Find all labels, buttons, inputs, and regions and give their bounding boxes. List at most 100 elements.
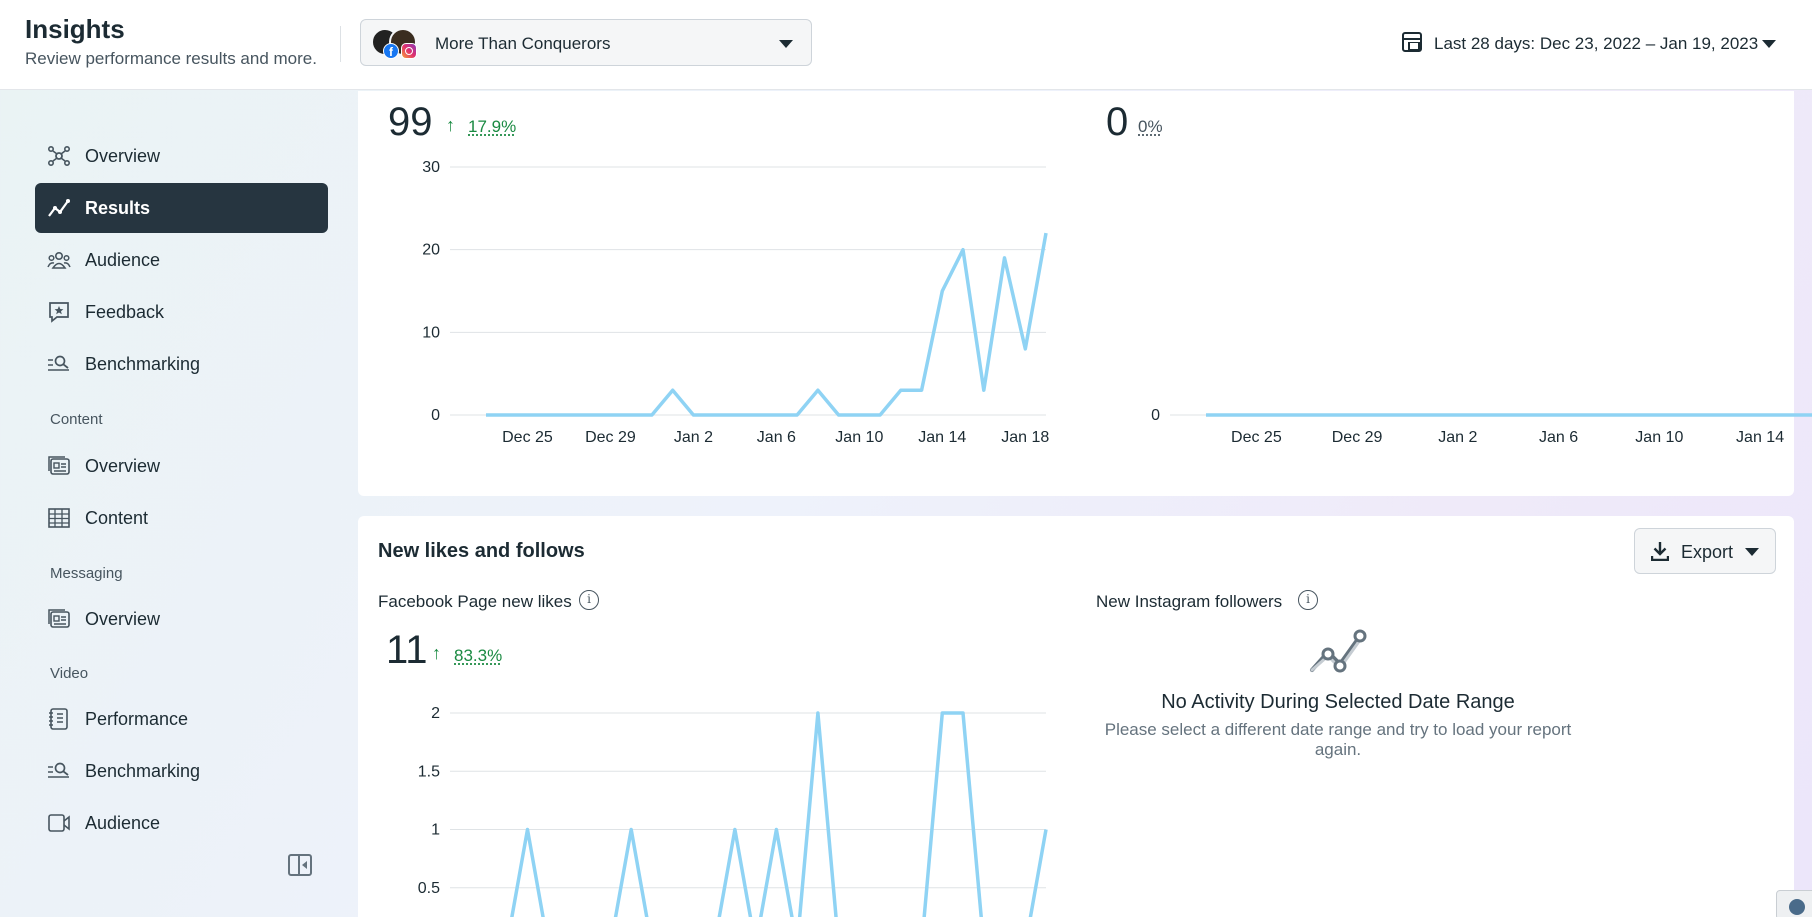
x-tick-label: Jan 6 xyxy=(1539,429,1578,446)
y-tick-label: 0.5 xyxy=(418,880,440,897)
y-tick-label: 0 xyxy=(431,407,440,424)
y-tick-label: 2 xyxy=(431,705,440,722)
calendar-icon xyxy=(1402,32,1422,52)
y-tick-label: 30 xyxy=(422,159,440,176)
sidebar-section-video: Video xyxy=(50,665,89,682)
sidebar-item-benchmarking[interactable]: Benchmarking xyxy=(35,339,328,389)
line-chart: 0.5 1 1.5 2 xyxy=(418,705,1048,917)
benchmarking-search-icon xyxy=(48,355,69,371)
results-metrics-card: 99 ↑ 17.9% 0 10 20 30 Dec 25 Dec 29 Jan 2 Jan 6… xyxy=(358,91,1812,496)
sidebar-section-messaging: Messaging xyxy=(50,565,123,582)
sidebar-item-label: Benchmarking xyxy=(85,761,201,781)
sidebar-nav: Overview Results Audience Feedback B xyxy=(0,91,340,917)
x-tick-label: Dec 29 xyxy=(1332,429,1383,446)
metric-value: 11 xyxy=(386,628,428,672)
table-grid-icon xyxy=(48,508,70,528)
sidebar-item-content-overview[interactable]: Overview xyxy=(35,441,328,491)
sidebar-item-label: Overview xyxy=(85,456,161,476)
x-tick-label: Jan 14 xyxy=(918,429,966,446)
x-tick-label: Jan 2 xyxy=(1438,429,1477,446)
x-tick-label: Jan 6 xyxy=(757,429,796,446)
help-widget-icon[interactable] xyxy=(1776,890,1812,917)
chevron-down-icon xyxy=(1745,548,1759,556)
sidebar-item-label: Audience xyxy=(85,250,161,270)
sidebar-item-video-benchmarking[interactable]: Benchmarking xyxy=(35,746,328,796)
x-tick-label: Jan 10 xyxy=(1635,429,1683,446)
sidebar-item-label: Overview xyxy=(85,609,161,629)
metric-delta: 83.3% xyxy=(454,646,503,665)
sidebar-item-label: Benchmarking xyxy=(85,354,201,374)
notebook-icon xyxy=(49,708,68,730)
sidebar-item-label: Performance xyxy=(85,709,189,729)
sidebar-item-video-audience[interactable]: Audience xyxy=(35,798,328,848)
y-tick-label: 1 xyxy=(431,822,440,839)
content-overview-icon xyxy=(48,456,70,475)
audience-people-icon xyxy=(47,252,71,269)
x-tick-label: Dec 29 xyxy=(585,429,636,446)
x-tick-label: Jan 2 xyxy=(674,429,713,446)
y-tick-label: 10 xyxy=(422,324,440,341)
line-chart: 0 10 20 30 Dec 25 Dec 29 Jan 2 Jan 6 Jan 10 Jan 1… xyxy=(422,159,1049,446)
x-tick-label: Jan 18 xyxy=(1001,429,1049,446)
sidebar-section-content: Content xyxy=(50,411,103,428)
benchmarking-search-icon xyxy=(48,762,69,778)
empty-state-message: Please select a different date range and… xyxy=(1104,720,1572,759)
x-tick-label: Jan 14 xyxy=(1736,429,1784,446)
export-button[interactable]: Export xyxy=(1634,528,1776,574)
page-header: Insights Review performance results and … xyxy=(0,0,1812,90)
video-camera-icon xyxy=(48,814,70,832)
messaging-overview-icon xyxy=(48,609,70,628)
info-icon[interactable]: i xyxy=(579,590,599,610)
page-subtitle: Review performance results and more. xyxy=(25,49,317,68)
overview-hub-icon xyxy=(47,145,70,166)
metric-value: 0 xyxy=(1106,100,1129,144)
sidebar-item-label: Audience xyxy=(85,813,161,833)
arrow-up-icon: ↑ xyxy=(446,115,455,135)
sidebar-item-messaging-overview[interactable]: Overview xyxy=(35,594,328,644)
series-line xyxy=(486,232,1048,417)
collapse-sidebar-icon[interactable] xyxy=(288,854,312,876)
no-activity-chart-icon xyxy=(1310,629,1367,673)
empty-state: No Activity During Selected Date Range P… xyxy=(1088,626,1588,760)
likes-follows-card: New likes and follows Export Facebook Pa… xyxy=(358,516,1794,917)
sidebar-item-results[interactable]: Results xyxy=(35,183,328,233)
download-icon xyxy=(1651,542,1669,561)
account-selector[interactable]: f More Than Conquerors xyxy=(360,19,812,66)
sidebar-item-label: Results xyxy=(85,198,151,218)
sidebar-item-audience[interactable]: Audience xyxy=(35,235,328,285)
x-tick-label: Jan 10 xyxy=(835,429,883,446)
metric-delta: 17.9% xyxy=(468,117,517,136)
series-line xyxy=(510,711,1048,917)
y-tick-label: 1.5 xyxy=(418,763,440,780)
metric-label: Facebook Page new likes xyxy=(378,592,572,611)
sidebar-item-label: Overview xyxy=(85,146,161,166)
feedback-star-icon xyxy=(49,302,69,323)
metric-delta: 0% xyxy=(1138,117,1163,136)
y-tick-label: 0 xyxy=(1151,407,1160,424)
date-range-picker[interactable]: Last 28 days: Dec 23, 2022 – Jan 19, 202… xyxy=(1400,28,1780,60)
account-avatars: f xyxy=(371,28,421,60)
info-icon[interactable]: i xyxy=(1298,590,1318,610)
sidebar-item-label: Content xyxy=(85,508,149,528)
metric-value: 99 xyxy=(388,100,433,144)
arrow-up-icon: ↑ xyxy=(432,643,441,663)
sidebar-item-feedback[interactable]: Feedback xyxy=(35,287,328,337)
x-tick-label: Dec 25 xyxy=(1231,429,1282,446)
sidebar-item-content[interactable]: Content xyxy=(35,493,328,543)
sidebar-item-video-performance[interactable]: Performance xyxy=(35,694,328,744)
header-divider xyxy=(340,26,341,62)
instagram-icon xyxy=(401,43,417,59)
sidebar-item-label: Feedback xyxy=(85,302,165,322)
empty-state-title: No Activity During Selected Date Range xyxy=(1161,691,1515,713)
account-name: More Than Conquerors xyxy=(435,34,611,53)
date-range-label: Last 28 days: Dec 23, 2022 – Jan 19, 202… xyxy=(1434,34,1759,53)
card-title: New likes and follows xyxy=(378,540,585,562)
results-trend-icon xyxy=(48,199,70,217)
sidebar-item-overview[interactable]: Overview xyxy=(35,131,328,181)
metric-label: New Instagram followers xyxy=(1096,592,1283,611)
export-label: Export xyxy=(1681,542,1734,562)
page-title: Insights xyxy=(25,14,125,44)
y-tick-label: 20 xyxy=(422,242,440,259)
x-tick-label: Dec 25 xyxy=(502,429,553,446)
